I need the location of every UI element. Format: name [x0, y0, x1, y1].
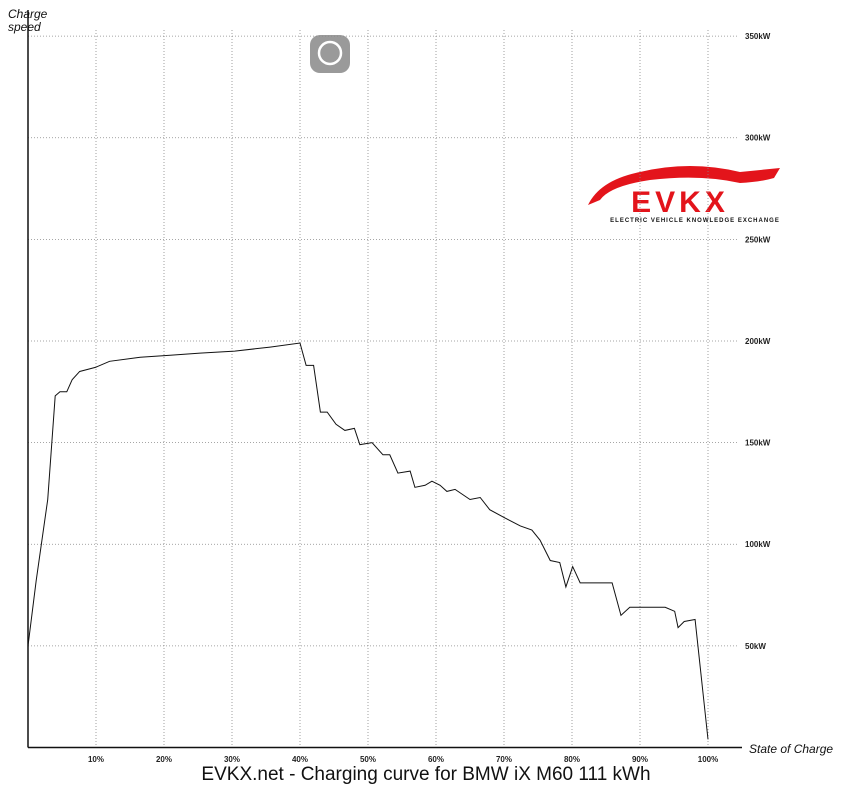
- badge-bg: [310, 35, 350, 73]
- y-tick-label: 200kW: [745, 337, 771, 346]
- logo-text: EVKX: [631, 186, 729, 219]
- logo: EVKX ELECTRIC VEHICLE KNOWLEDGE EXCHANGE: [588, 166, 780, 224]
- x-tick-label: 40%: [292, 755, 308, 764]
- x-tick-label: 30%: [224, 755, 240, 764]
- y-tick-label: 150kW: [745, 439, 771, 448]
- y-axis-title: Charge speed: [8, 7, 48, 34]
- x-tick-label: 80%: [564, 755, 580, 764]
- y-tick-label: 100kW: [745, 540, 771, 549]
- logo-subtitle: ELECTRIC VEHICLE KNOWLEDGE EXCHANGE: [610, 218, 780, 224]
- charge-curve: [27, 342, 709, 740]
- x-tick-label: 70%: [496, 755, 512, 764]
- x-tick-label: 100%: [698, 755, 718, 764]
- x-tick-label: 60%: [428, 755, 444, 764]
- badge-icon: [310, 35, 350, 73]
- y-tick-label: 50kW: [745, 642, 766, 651]
- x-tick-label: 10%: [88, 755, 104, 764]
- x-axis-title: State of Charge: [749, 742, 834, 756]
- y-tick-label: 250kW: [745, 235, 771, 244]
- x-tick-label: 50%: [360, 755, 376, 764]
- chart-title: EVKX.net - Charging curve for BMW iX M60…: [201, 764, 650, 785]
- x-tick-label: 20%: [156, 755, 172, 764]
- badge-ring: [317, 40, 343, 66]
- logo-car: [588, 166, 780, 205]
- x-tick-label: 90%: [632, 755, 648, 764]
- y-tick-label: 350kW: [745, 32, 771, 41]
- y-tick-label: 300kW: [745, 134, 771, 143]
